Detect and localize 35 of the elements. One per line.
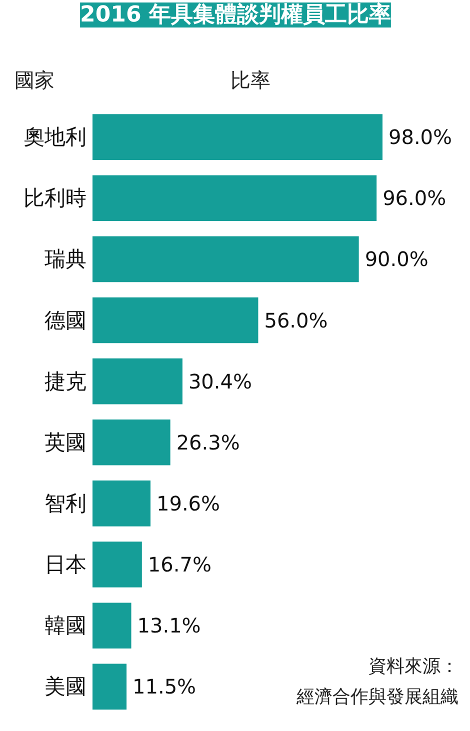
- data-label: 13.1%: [137, 614, 201, 638]
- bar: [92, 664, 127, 710]
- data-label: 30.4%: [188, 369, 252, 394]
- bar: [92, 602, 132, 648]
- data-label: 11.5%: [132, 674, 196, 699]
- y-tick-label: 瑞典: [44, 247, 86, 272]
- data-label: 26.3%: [176, 430, 240, 454]
- data-label: 90.0%: [364, 247, 428, 272]
- bar: [92, 114, 382, 160]
- y-axis-title: 國家: [14, 68, 54, 92]
- y-tick-label: 德國: [44, 308, 86, 332]
- data-label: 19.6%: [156, 491, 220, 516]
- bar: [92, 358, 182, 404]
- data-label: 56.0%: [264, 308, 328, 332]
- data-label: 96.0%: [382, 186, 446, 210]
- annotation: 經濟合作與發展組織: [296, 686, 458, 708]
- y-tick-label: 比利時: [24, 186, 86, 210]
- y-tick-label: 美國: [44, 674, 86, 699]
- y-tick-label: 韓國: [44, 614, 86, 638]
- y-tick-label: 日本: [44, 552, 86, 577]
- bar: [92, 297, 258, 344]
- y-tick-label: 捷克: [44, 369, 86, 394]
- y-tick-label: 智利: [44, 491, 86, 516]
- y-tick-label: 奧地利: [24, 125, 86, 150]
- y-tick-label: 英國: [44, 430, 86, 454]
- annotation: 資料來源：: [368, 656, 458, 678]
- bar: [92, 419, 170, 466]
- chart-title: 2016 年具集體談判權員工比率: [80, 2, 391, 28]
- data-label: 98.0%: [388, 125, 452, 150]
- bar: [92, 542, 142, 588]
- data-label: 16.7%: [148, 552, 212, 577]
- bar: [92, 480, 150, 526]
- bar: [92, 175, 377, 222]
- bar: [92, 236, 359, 282]
- x-axis-title: 比率: [230, 68, 270, 92]
